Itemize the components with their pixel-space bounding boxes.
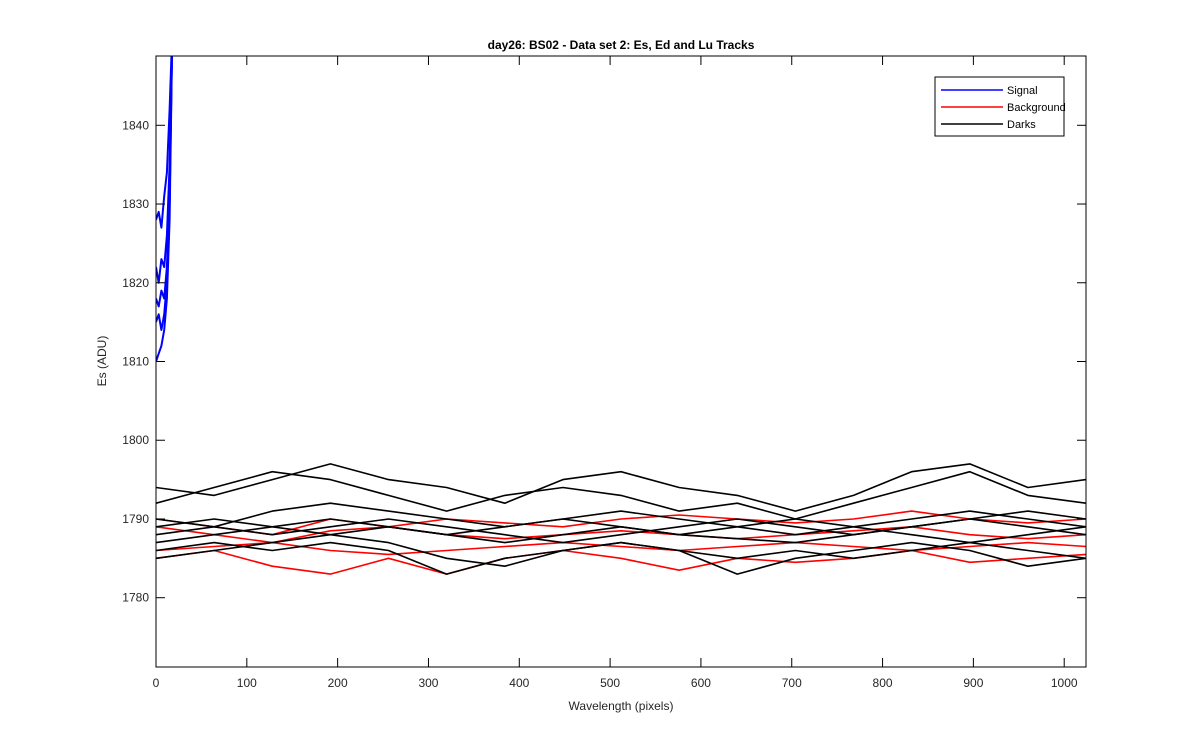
y-tick-label: 1840 <box>122 118 149 132</box>
x-axis-label: Wavelength (pixels) <box>569 699 674 713</box>
y-tick-label: 1780 <box>122 591 149 605</box>
series-darks-trace-7 <box>156 510 1086 544</box>
y-axis-label: Es (ADU) <box>95 336 109 387</box>
series-darks-trace-1 <box>156 463 1086 512</box>
x-axis: 0 100 200 300 400 500 600 700 800 900 1000 <box>153 56 1078 690</box>
x-tick-label: 200 <box>328 676 348 690</box>
series-background-trace-2 <box>156 525 1086 544</box>
legend-label-signal: Signal <box>1007 85 1038 97</box>
x-tick-label: 0 <box>153 676 160 690</box>
series-signal-trace-5 <box>156 56 173 362</box>
y-tick-label: 1790 <box>122 512 149 526</box>
series-darks-trace-2 <box>156 470 1086 520</box>
y-axis: 1780 1790 1800 1810 1820 1830 1840 <box>122 118 1086 605</box>
x-tick-label: 500 <box>600 676 620 690</box>
y-tick-label: 1800 <box>122 433 149 447</box>
x-tick-label: 100 <box>237 676 257 690</box>
series-signal-trace-1 <box>156 56 173 229</box>
y-tick-label: 1830 <box>122 197 149 211</box>
y-tick-label: 1820 <box>122 276 149 290</box>
legend-label-background: Background <box>1007 102 1066 114</box>
series-darks-trace-3 <box>156 502 1086 536</box>
x-tick-label: 800 <box>873 676 893 690</box>
x-tick-label: 1000 <box>1051 676 1078 690</box>
series-background-trace-1 <box>156 541 1086 556</box>
x-tick-label: 900 <box>963 676 983 690</box>
x-tick-label: 700 <box>782 676 802 690</box>
series-background-trace-4 <box>156 510 1086 536</box>
legend-label-darks: Darks <box>1007 119 1036 131</box>
x-tick-label: 600 <box>691 676 711 690</box>
x-tick-label: 400 <box>509 676 529 690</box>
chart-title: day26: BS02 - Data set 2: Es, Ed and Lu … <box>488 38 755 52</box>
series-layer <box>156 56 1086 575</box>
legend[interactable]: Signal Background Darks <box>934 76 1066 137</box>
series-darks-trace-8 <box>156 518 1086 544</box>
series-background-trace-3 <box>156 549 1086 575</box>
y-tick-label: 1810 <box>122 355 149 369</box>
plot-area <box>156 56 1086 667</box>
x-tick-label: 300 <box>418 676 438 690</box>
series-darks-trace-6 <box>156 541 1086 575</box>
